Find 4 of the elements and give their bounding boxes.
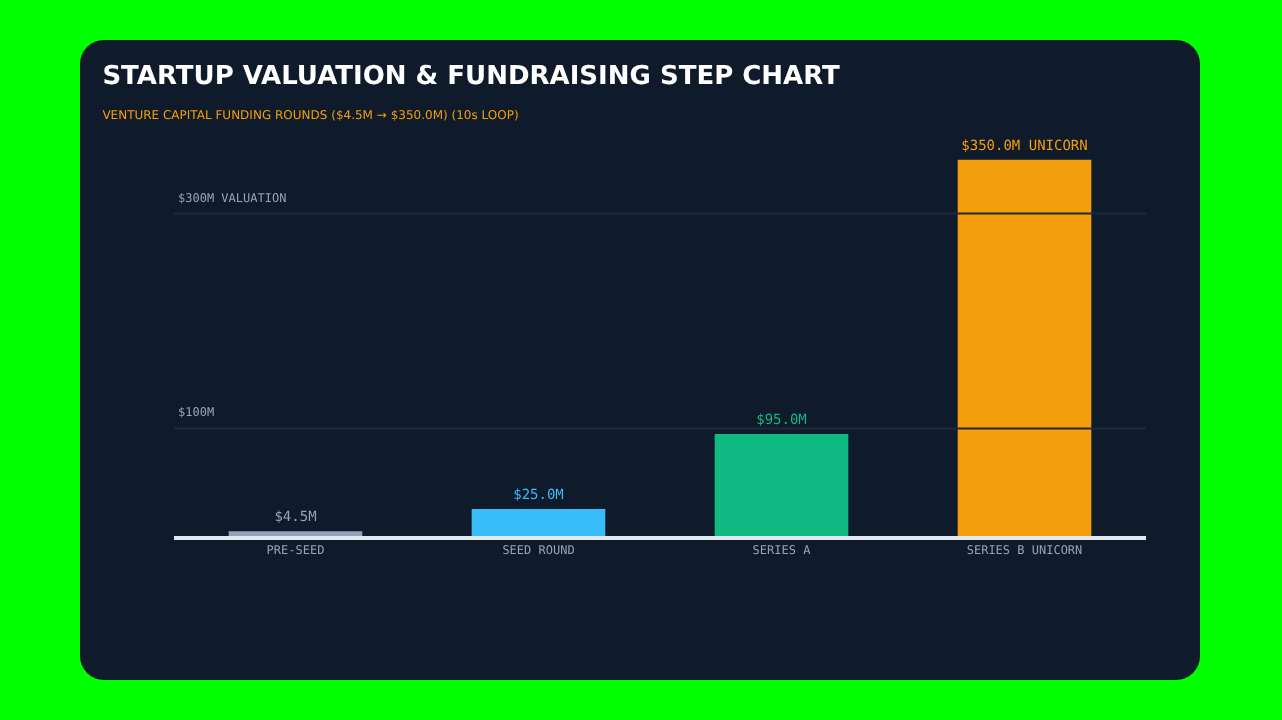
chart-title: STARTUP VALUATION & FUNDRAISING STEP CHART bbox=[102, 61, 841, 92]
bar bbox=[714, 433, 849, 536]
bar bbox=[957, 159, 1092, 536]
bar bbox=[471, 509, 606, 536]
